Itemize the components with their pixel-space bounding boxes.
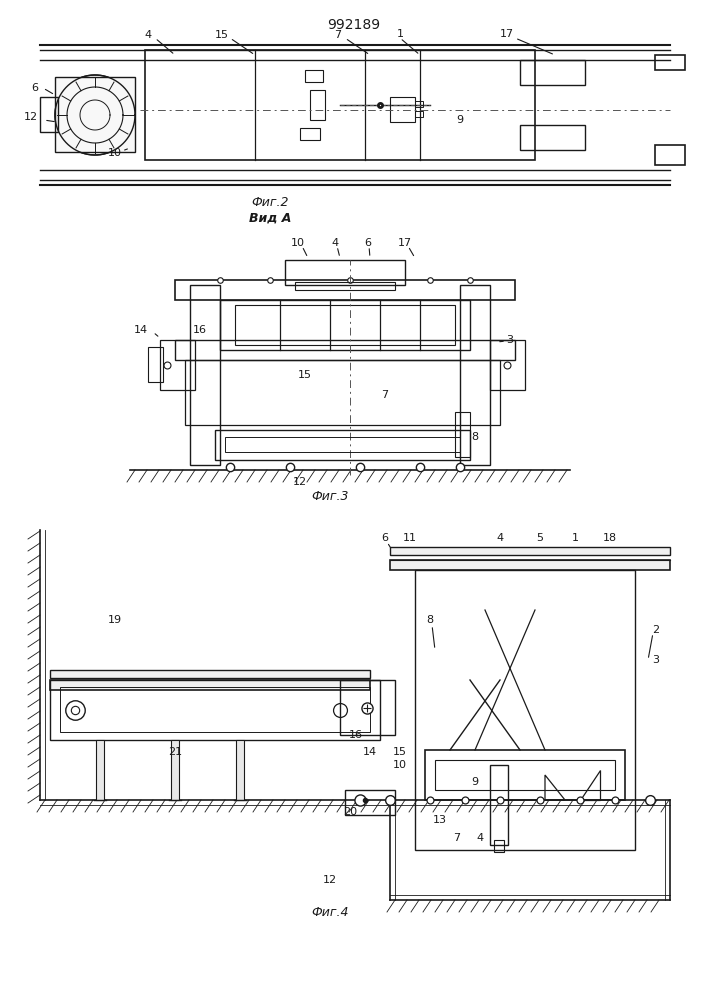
Bar xyxy=(490,340,525,390)
Text: 14: 14 xyxy=(363,747,377,757)
Text: 6: 6 xyxy=(365,238,371,248)
Bar xyxy=(185,360,500,425)
Text: 1: 1 xyxy=(571,533,578,543)
Bar xyxy=(96,740,104,800)
Text: 4: 4 xyxy=(496,533,503,543)
Bar xyxy=(305,70,323,82)
Bar xyxy=(390,560,670,570)
Text: 6: 6 xyxy=(382,533,389,543)
Text: 7: 7 xyxy=(382,390,389,400)
Text: 18: 18 xyxy=(603,533,617,543)
Bar xyxy=(190,285,220,465)
Text: 4: 4 xyxy=(144,30,151,40)
Text: 19: 19 xyxy=(108,615,122,625)
Bar xyxy=(40,97,58,132)
Bar xyxy=(460,285,490,465)
Bar xyxy=(415,101,423,107)
Text: 9: 9 xyxy=(472,777,479,787)
Text: 3: 3 xyxy=(506,335,513,345)
Bar xyxy=(455,412,470,457)
Text: 4: 4 xyxy=(332,238,339,248)
Text: 17: 17 xyxy=(398,238,412,248)
Text: 15: 15 xyxy=(215,30,229,40)
Text: 10: 10 xyxy=(291,238,305,248)
Bar xyxy=(225,437,460,452)
Text: 15: 15 xyxy=(393,747,407,757)
Text: 6: 6 xyxy=(31,83,38,93)
Text: 16: 16 xyxy=(349,730,363,740)
Text: 2: 2 xyxy=(653,625,660,635)
Bar xyxy=(236,740,244,800)
Text: 12: 12 xyxy=(323,875,337,885)
Text: 10: 10 xyxy=(108,148,122,158)
Text: 10: 10 xyxy=(393,760,407,770)
Text: 14: 14 xyxy=(134,325,148,335)
Polygon shape xyxy=(545,775,565,800)
Bar xyxy=(235,305,455,345)
Text: 8: 8 xyxy=(472,432,479,442)
Text: 1: 1 xyxy=(397,29,404,39)
Bar xyxy=(50,680,370,690)
Bar xyxy=(55,77,135,152)
Text: Фиг.2: Фиг.2 xyxy=(251,196,288,210)
Bar xyxy=(285,260,405,285)
Text: 12: 12 xyxy=(24,112,38,122)
Text: Фиг.3: Фиг.3 xyxy=(311,490,349,504)
Text: 12: 12 xyxy=(293,477,307,487)
Text: 3: 3 xyxy=(653,655,660,665)
Bar xyxy=(175,340,515,360)
Bar xyxy=(415,111,423,117)
Text: 7: 7 xyxy=(453,833,460,843)
Text: 8: 8 xyxy=(426,615,433,625)
Bar xyxy=(435,760,615,790)
Bar xyxy=(490,765,508,845)
Text: Вид А: Вид А xyxy=(249,212,291,225)
Text: 16: 16 xyxy=(193,325,207,335)
Bar xyxy=(425,750,625,800)
Bar xyxy=(220,300,470,350)
Polygon shape xyxy=(580,770,600,800)
Bar xyxy=(148,347,163,382)
Bar xyxy=(215,430,470,460)
Bar xyxy=(520,60,585,85)
Bar xyxy=(655,145,685,165)
Text: 15: 15 xyxy=(298,370,312,380)
Bar xyxy=(50,680,380,740)
Bar xyxy=(390,547,670,555)
Bar xyxy=(171,740,179,800)
Text: 20: 20 xyxy=(343,807,357,817)
Text: 4: 4 xyxy=(477,833,484,843)
Text: Фиг.4: Фиг.4 xyxy=(311,906,349,918)
Bar xyxy=(655,55,685,70)
Bar xyxy=(175,280,515,300)
Text: 5: 5 xyxy=(537,533,544,543)
Text: 17: 17 xyxy=(500,29,514,39)
Bar xyxy=(145,50,535,160)
Bar xyxy=(160,340,195,390)
Text: 992189: 992189 xyxy=(327,18,380,32)
Text: 13: 13 xyxy=(433,815,447,825)
Text: 11: 11 xyxy=(403,533,417,543)
Bar xyxy=(520,125,585,150)
Bar xyxy=(340,680,395,735)
Bar xyxy=(345,790,395,815)
Text: 9: 9 xyxy=(457,115,464,125)
Bar xyxy=(415,570,635,850)
Bar xyxy=(60,687,370,732)
Bar xyxy=(494,840,504,852)
Bar xyxy=(390,97,415,122)
Text: 21: 21 xyxy=(168,747,182,757)
Bar xyxy=(300,128,320,140)
Bar xyxy=(50,670,370,678)
Bar xyxy=(295,282,395,290)
Bar xyxy=(310,90,325,120)
Text: 7: 7 xyxy=(334,30,341,40)
